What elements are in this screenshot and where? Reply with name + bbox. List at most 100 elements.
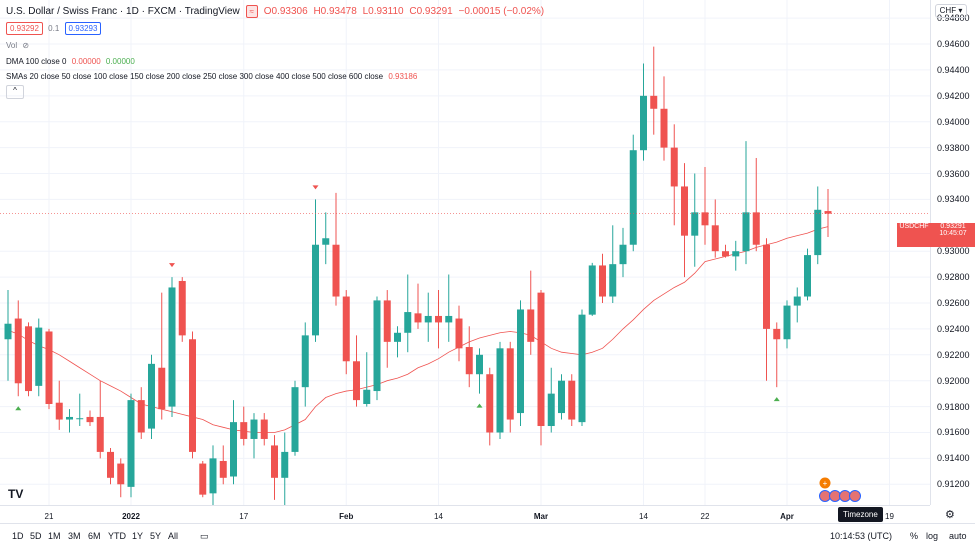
candle[interactable] xyxy=(609,225,617,303)
candle[interactable] xyxy=(578,309,586,427)
candle[interactable] xyxy=(189,331,196,459)
candle[interactable] xyxy=(25,322,32,397)
candle[interactable] xyxy=(394,326,401,358)
candle[interactable] xyxy=(486,367,494,446)
candle[interactable] xyxy=(547,367,555,433)
candle[interactable] xyxy=(476,348,483,394)
candle[interactable] xyxy=(435,290,442,349)
candle[interactable] xyxy=(240,406,248,446)
candle[interactable] xyxy=(4,290,12,381)
auto-toggle[interactable]: auto xyxy=(949,531,967,541)
candle[interactable] xyxy=(640,63,647,161)
candle[interactable] xyxy=(711,199,719,258)
candle[interactable] xyxy=(373,296,381,401)
candle[interactable] xyxy=(291,380,299,456)
vol-label[interactable]: Vol xyxy=(6,41,18,50)
ask-button[interactable]: 0.93293 xyxy=(64,22,102,35)
symbol-title[interactable]: U.S. Dollar / Swiss Franc · 1D · FXCM · … xyxy=(6,6,240,17)
price-chart[interactable] xyxy=(0,0,930,537)
candle[interactable] xyxy=(599,253,606,303)
candle[interactable] xyxy=(793,287,801,323)
timeframe-3m[interactable]: 3M xyxy=(68,531,81,541)
candle[interactable] xyxy=(230,400,237,485)
candle[interactable] xyxy=(742,141,750,265)
candle[interactable] xyxy=(35,318,43,397)
currency-select[interactable]: CHF ▾ xyxy=(935,4,967,18)
candle[interactable] xyxy=(650,46,658,135)
dma-label[interactable]: DMA 100 close 0 xyxy=(6,57,67,66)
bid-button[interactable]: 0.93292 xyxy=(6,22,43,35)
candle[interactable] xyxy=(691,173,699,267)
candle[interactable] xyxy=(722,244,729,258)
timeframe-1m[interactable]: 1M xyxy=(48,531,61,541)
tradingview-logo[interactable]: TV xyxy=(8,487,24,501)
candle[interactable] xyxy=(445,274,453,342)
time-axis[interactable]: 21 2022 17 Feb 14 Mar 14 22 Apr 19 xyxy=(0,505,930,524)
candle[interactable] xyxy=(383,290,391,368)
candle[interactable] xyxy=(322,212,330,265)
candle[interactable] xyxy=(701,167,709,245)
flag-marker-icon[interactable] xyxy=(849,490,861,502)
candle[interactable] xyxy=(619,227,627,278)
candle[interactable] xyxy=(506,341,514,433)
candle[interactable] xyxy=(45,328,53,410)
candle[interactable] xyxy=(496,341,504,439)
candle[interactable] xyxy=(732,240,740,271)
candle[interactable] xyxy=(148,354,155,439)
candle[interactable] xyxy=(404,274,412,353)
candle[interactable] xyxy=(814,186,822,265)
smas-label[interactable]: SMAs 20 close 50 close 100 close 150 clo… xyxy=(6,72,384,81)
collapse-legend-button[interactable]: ^ xyxy=(6,85,24,99)
flag-marker-icon[interactable] xyxy=(819,490,831,502)
timeframe-all[interactable]: All xyxy=(168,531,179,541)
candle[interactable] xyxy=(824,189,832,237)
candle[interactable] xyxy=(670,124,678,226)
candle[interactable] xyxy=(96,380,104,459)
candle[interactable] xyxy=(517,300,524,427)
candle[interactable] xyxy=(178,277,186,342)
candle[interactable] xyxy=(14,300,22,397)
timeframe-5y[interactable]: 5Y xyxy=(150,531,162,541)
candle[interactable] xyxy=(219,445,227,485)
candle[interactable] xyxy=(66,409,73,433)
candle[interactable] xyxy=(250,413,258,459)
candle[interactable] xyxy=(301,322,309,407)
candle[interactable] xyxy=(76,393,84,427)
candle[interactable] xyxy=(660,76,668,161)
candle[interactable] xyxy=(209,445,217,511)
candle[interactable] xyxy=(804,248,811,301)
eye-toggle-icon[interactable]: ≈ xyxy=(245,5,258,18)
candle[interactable] xyxy=(568,374,576,427)
hidden-eye-icon[interactable]: ⊘ xyxy=(22,41,30,50)
price-axis[interactable]: 0.94800 0.94600 0.94400 0.94200 0.94000 0.938… xyxy=(930,0,975,505)
candle[interactable] xyxy=(414,283,422,329)
candle[interactable] xyxy=(55,380,63,430)
candle[interactable] xyxy=(86,410,94,427)
candle[interactable] xyxy=(629,134,637,252)
candle[interactable] xyxy=(271,435,278,500)
candle[interactable] xyxy=(168,277,176,417)
candle[interactable] xyxy=(558,374,565,420)
timeframe-1y[interactable]: 1Y xyxy=(132,531,144,541)
candle[interactable] xyxy=(763,238,770,381)
timeframe-1d[interactable]: 1D xyxy=(12,531,24,541)
candle[interactable] xyxy=(455,305,463,362)
candle[interactable] xyxy=(465,326,473,388)
candle[interactable] xyxy=(424,292,432,342)
candle[interactable] xyxy=(260,413,268,446)
utc-clock[interactable]: 10:14:53 (UTC) xyxy=(830,531,893,541)
percent-toggle[interactable]: % xyxy=(910,531,919,541)
candle[interactable] xyxy=(332,192,340,306)
flag-marker-icon[interactable] xyxy=(839,490,851,502)
timeframe-ytd[interactable]: YTD xyxy=(108,531,126,541)
flag-marker-icon[interactable] xyxy=(829,490,841,502)
candle[interactable] xyxy=(117,458,125,498)
candle[interactable] xyxy=(107,448,114,485)
dividend-marker-icon[interactable] xyxy=(819,477,831,489)
candle[interactable] xyxy=(137,387,145,439)
log-toggle[interactable]: log xyxy=(926,531,939,541)
candle[interactable] xyxy=(752,157,760,252)
chart-area[interactable]: U.S. Dollar / Swiss Franc · 1D · FXCM · … xyxy=(0,0,930,537)
candle[interactable] xyxy=(773,322,781,388)
candle[interactable] xyxy=(199,460,207,498)
